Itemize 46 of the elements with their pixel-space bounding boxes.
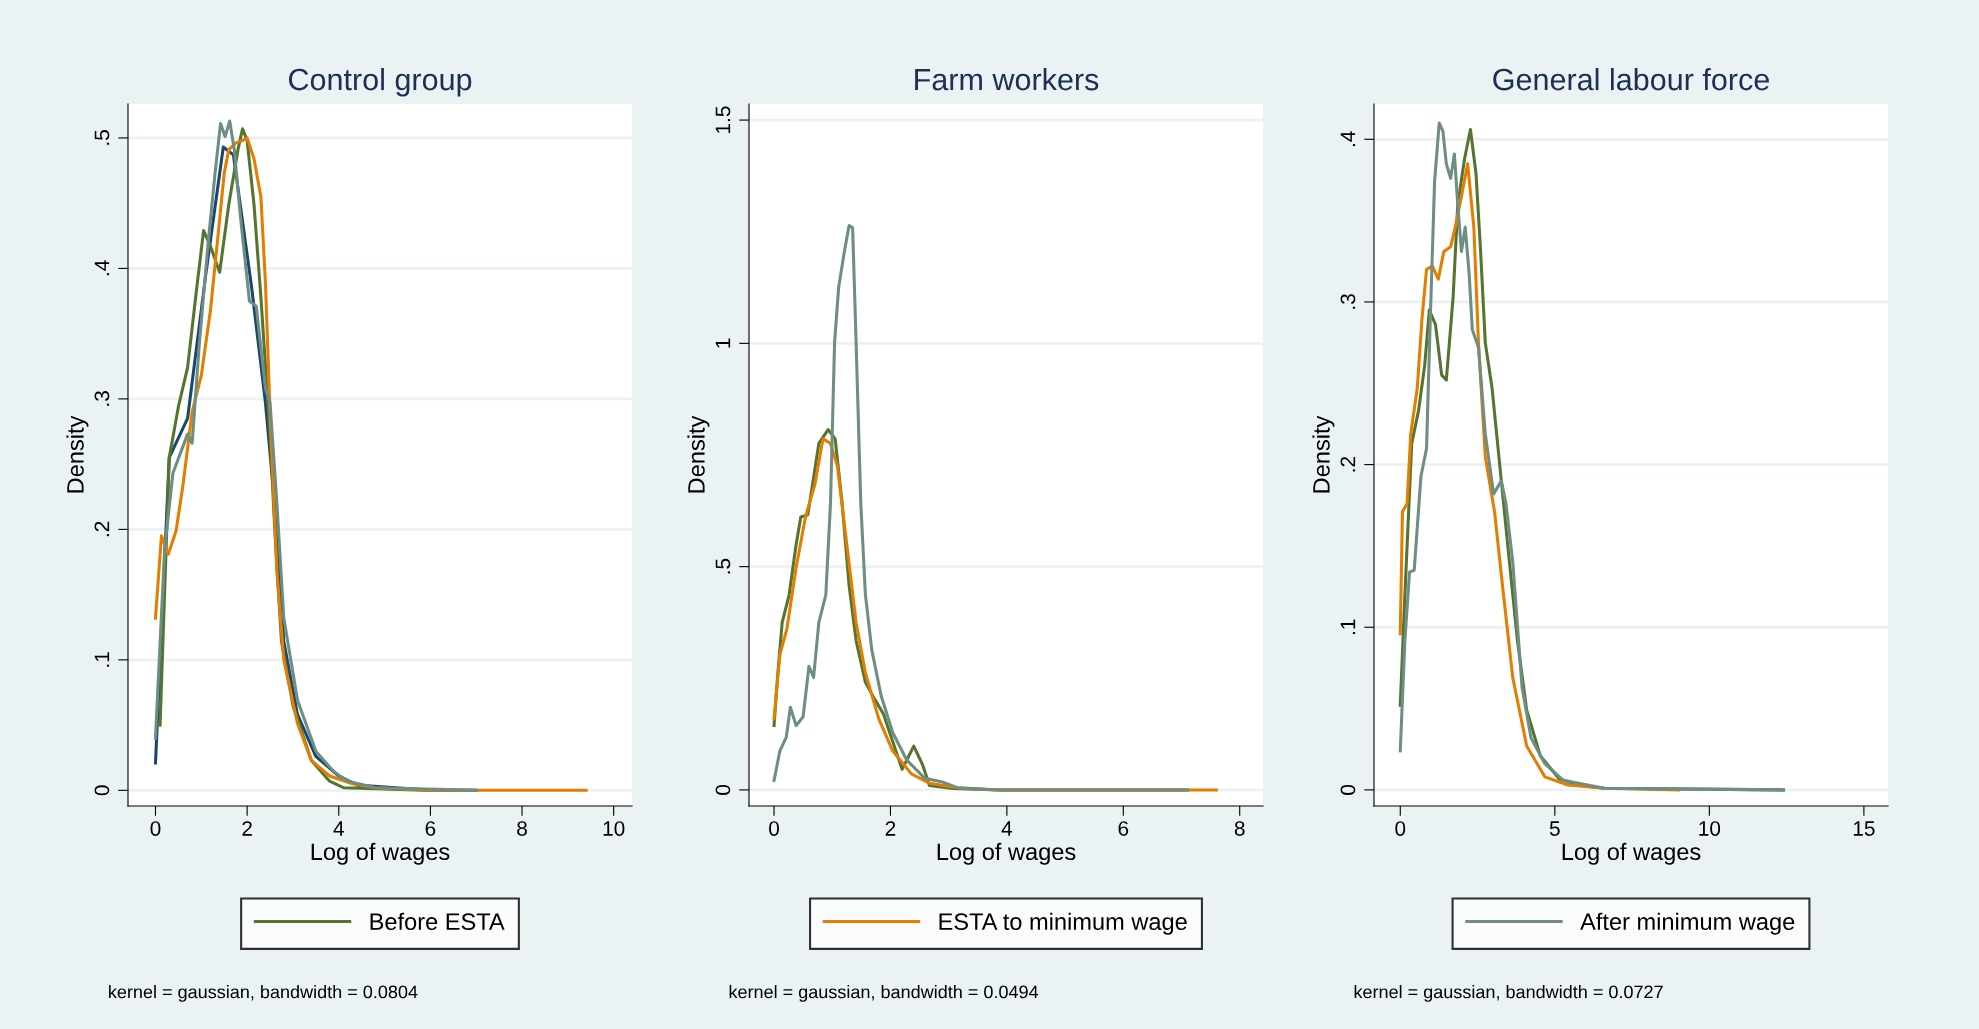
x-tick-label: 4 <box>1001 821 1013 836</box>
y-axis-title: Density <box>1312 415 1335 493</box>
x-tick-label: 2 <box>242 821 252 836</box>
y-tick-label: .3 <box>94 391 110 406</box>
legend-label: Before ESTA <box>370 912 505 931</box>
legend-label: After minimum wage <box>1580 912 1795 935</box>
y-tick-label: 0 <box>94 785 110 796</box>
y-tick-label: .3 <box>1340 294 1356 309</box>
x-tick-label: 4 <box>333 821 344 836</box>
y-tick-label: .2 <box>94 521 110 537</box>
y-tick-label: 1 <box>715 338 731 348</box>
x-axis-title: Log of wages <box>937 842 1076 865</box>
y-tick-label: 1.5 <box>715 106 731 133</box>
x-tick-label: 0 <box>769 821 780 836</box>
line-series <box>772 223 1189 792</box>
x-tick-label: 15 <box>1853 821 1875 836</box>
x-tick-label: 5 <box>1549 821 1560 836</box>
y-tick-label: .5 <box>94 130 110 145</box>
text: kernel = gaussian, bandwidth = 0.0494 <box>729 985 1039 1002</box>
x-tick-label: 6 <box>425 821 436 836</box>
y-tick-label: .1 <box>1340 619 1356 635</box>
y-axis-title: Density <box>66 415 89 493</box>
x-tick-label: 10 <box>603 821 625 836</box>
y-tick-label: .4 <box>94 260 110 276</box>
y-axis-title: Density <box>687 415 710 493</box>
x-tick-label: 8 <box>1234 821 1245 836</box>
x-tick-label: 6 <box>1118 821 1129 836</box>
x-axis-title: Log of wages <box>1562 842 1701 865</box>
text: kernel = gaussian, bandwidth = 0.0727 <box>1354 985 1663 1002</box>
y-tick-label: .1 <box>94 652 110 667</box>
x-tick-label: 0 <box>150 821 161 836</box>
x-tick-label: 10 <box>1699 821 1721 836</box>
legend-label: ESTA to minimum wage <box>939 912 1187 935</box>
chart-title: Control group <box>288 67 472 97</box>
chart-title: General labour force <box>1493 67 1769 91</box>
y-tick-label: 0 <box>1340 784 1356 795</box>
x-tick-label: 2 <box>885 821 896 836</box>
x-tick-label: 8 <box>517 821 527 836</box>
chart-title: Farm workers <box>915 67 1099 91</box>
y-tick-label: .2 <box>1340 456 1356 472</box>
x-tick-label: 0 <box>1395 821 1406 836</box>
y-tick-label: .4 <box>1340 131 1356 147</box>
x-axis-title: Log of wages <box>311 842 450 865</box>
y-tick-label: .5 <box>715 558 731 574</box>
y-tick-label: 0 <box>715 784 731 795</box>
text: kernel = gaussian, bandwidth = 0.0804 <box>109 985 418 1002</box>
